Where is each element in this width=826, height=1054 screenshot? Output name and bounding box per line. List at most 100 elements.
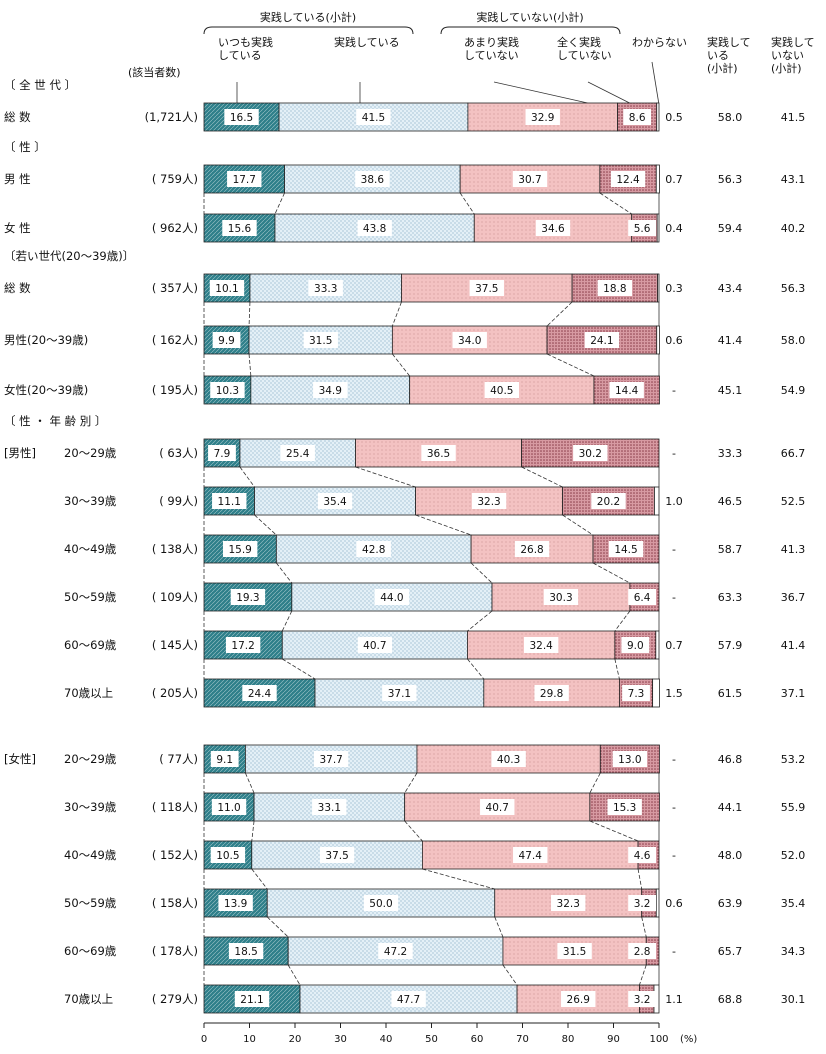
connector-line (589, 772, 601, 794)
data-label: 34.6 (541, 223, 565, 235)
row-label: 50～59歳 (64, 590, 117, 604)
bar-segment (657, 273, 660, 303)
header-pointer-line (493, 81, 588, 104)
data-label-box (356, 541, 391, 557)
data-label-box (308, 280, 343, 296)
connector-line (274, 192, 285, 215)
data-label-box (313, 751, 349, 767)
dont-know-value: 0.7 (665, 173, 683, 186)
data-label: 40.5 (490, 385, 513, 397)
header-always: いつも実践している (218, 35, 273, 62)
data-label-box (628, 220, 656, 236)
data-label-box (609, 382, 644, 398)
dont-know-value: 0.3 (665, 282, 683, 295)
data-label-box (608, 541, 644, 557)
row-count: ( 99人) (159, 494, 198, 508)
header-dont-know: わからない (632, 36, 687, 49)
data-label: 50.0 (369, 898, 392, 910)
data-label: 13.9 (224, 898, 247, 910)
data-label: 31.5 (309, 335, 332, 347)
data-label: 7.3 (628, 688, 645, 700)
connector-line (251, 820, 255, 842)
x-tick-label: 100 (649, 1034, 668, 1045)
data-label-box (227, 171, 262, 187)
connector-line (637, 868, 643, 890)
section-label: 〔 性 ・ 年 齢 別 〕 (4, 414, 106, 428)
data-label: 47.4 (519, 850, 543, 862)
group-label: [女性] (4, 752, 36, 766)
row-label: 50～59歳 (64, 896, 117, 910)
bar-segment (654, 486, 660, 516)
data-label-box (228, 943, 264, 959)
x-tick-label: 40 (380, 1034, 393, 1045)
subtotal-yes-value: 44.1 (718, 801, 743, 814)
dont-know-value: 1.5 (665, 687, 683, 700)
data-label-box (230, 589, 266, 605)
row-count: (1,721人) (145, 110, 198, 124)
data-label: 8.6 (629, 112, 646, 124)
data-label: 36.5 (427, 448, 450, 460)
dont-know-value: - (672, 543, 676, 556)
header-subtotal-yes: 実践している(小計) (707, 35, 751, 75)
data-label: 10.3 (216, 385, 239, 397)
subtotal-yes-value: 56.3 (718, 173, 743, 186)
data-label-box (209, 280, 245, 296)
data-label: 12.4 (616, 174, 640, 186)
data-label: 24.1 (590, 335, 613, 347)
subtotal-no-value: 41.3 (781, 543, 806, 556)
data-label-box (382, 685, 417, 701)
header-pointer-line (587, 81, 630, 104)
row-label: 20～29歳 (64, 752, 117, 766)
dont-know-value: - (672, 384, 676, 397)
data-label: 32.3 (557, 898, 580, 910)
subtotal-yes-value: 46.8 (718, 753, 743, 766)
subtotal-no-value: 41.5 (781, 111, 806, 124)
data-label-box (622, 685, 650, 701)
connector-line (467, 658, 485, 680)
dont-know-value: - (672, 753, 676, 766)
data-label: 20.2 (597, 496, 620, 508)
data-label-box (234, 991, 270, 1007)
subtotal-yes-value: 63.3 (718, 591, 743, 604)
x-tick-label: 60 (471, 1034, 484, 1045)
x-tick-label: 20 (289, 1034, 302, 1045)
data-label-box (357, 220, 392, 236)
data-label-box (421, 445, 456, 461)
row-label: 70歳以上 (64, 686, 113, 700)
data-label: 3.2 (634, 994, 651, 1006)
bar-segment (656, 213, 660, 243)
dont-know-value: 0.6 (665, 334, 683, 347)
data-label-box (210, 751, 239, 767)
header-count: (該当者数) (128, 65, 181, 79)
data-label-box (210, 382, 245, 398)
connector-line (248, 353, 252, 377)
connector-line (404, 820, 423, 842)
data-label: 21.1 (240, 994, 263, 1006)
data-label-box (512, 171, 548, 187)
connector-line (592, 562, 631, 584)
data-label-box (222, 541, 258, 557)
section-label: 〔 性 〕 (4, 140, 46, 154)
data-label: 9.9 (218, 335, 235, 347)
data-label-box (557, 943, 592, 959)
data-label-box (523, 637, 559, 653)
data-label-box (374, 589, 410, 605)
connector-line (254, 514, 277, 536)
data-label-box (319, 847, 355, 863)
data-label-box (607, 799, 642, 815)
subtotal-no-value: 56.3 (781, 282, 806, 295)
row-label: 40～49歳 (64, 542, 117, 556)
subtotal-no-value: 53.2 (781, 753, 806, 766)
connector-line (614, 610, 631, 632)
row-label: 30～39歳 (64, 800, 117, 814)
subtotal-yes-value: 58.0 (718, 111, 743, 124)
connector-line (546, 353, 595, 377)
data-label-box (225, 637, 261, 653)
dont-know-value: 1.1 (665, 993, 683, 1006)
subtotal-no-value: 55.9 (781, 801, 806, 814)
bar-segment (291, 582, 493, 612)
data-label-box (628, 943, 656, 959)
data-label-box (313, 382, 348, 398)
row-label: 男 性 (4, 172, 31, 186)
